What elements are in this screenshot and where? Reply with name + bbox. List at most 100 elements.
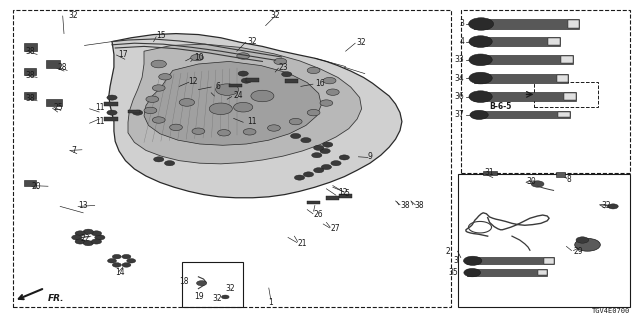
Text: 26: 26 [314,210,323,219]
Circle shape [326,89,339,95]
Text: 14: 14 [115,268,125,277]
Circle shape [95,235,105,240]
Text: 9: 9 [368,152,373,161]
Bar [474,111,570,118]
Text: 30: 30 [526,177,536,186]
Text: 2: 2 [445,247,450,256]
Circle shape [221,295,229,299]
Bar [46,60,60,68]
Circle shape [320,100,333,106]
Circle shape [470,110,488,119]
Text: 38: 38 [26,71,35,80]
Bar [474,37,560,46]
Text: 24: 24 [234,92,243,100]
Polygon shape [128,44,362,164]
Circle shape [303,172,314,177]
Text: 37: 37 [455,110,465,119]
Bar [544,258,554,264]
Circle shape [251,90,274,102]
Bar [548,38,560,45]
Bar [128,110,140,113]
Text: 11: 11 [95,117,104,126]
Text: 10: 10 [195,53,204,62]
Text: 34: 34 [455,74,465,83]
Text: 21: 21 [298,239,307,248]
Circle shape [331,161,341,166]
Text: 25: 25 [54,103,63,112]
Circle shape [243,129,256,135]
Text: 4: 4 [460,37,465,46]
Circle shape [159,74,172,80]
Circle shape [154,157,164,162]
Bar [474,55,573,64]
Circle shape [75,231,85,236]
Circle shape [146,96,159,102]
Bar [534,82,598,107]
Circle shape [469,72,492,84]
Circle shape [321,164,332,170]
Bar [24,92,36,99]
Polygon shape [144,61,321,145]
Circle shape [144,107,157,114]
Bar [46,99,62,106]
Bar [558,112,570,117]
Circle shape [234,102,253,112]
Circle shape [72,235,82,240]
Text: 3: 3 [460,20,465,28]
Bar [458,174,630,307]
Text: 38: 38 [26,94,35,103]
Circle shape [164,161,175,166]
Bar [24,68,36,75]
Circle shape [132,110,143,115]
Bar [13,10,451,307]
Text: 32: 32 [68,12,78,20]
Text: 22: 22 [81,234,90,243]
Text: 7: 7 [72,146,77,155]
Circle shape [314,145,324,150]
Bar [557,75,568,82]
Bar [104,102,118,106]
Circle shape [323,77,336,84]
Circle shape [152,85,165,91]
Text: FR.: FR. [48,294,65,303]
Text: 33: 33 [455,55,465,64]
Text: 23: 23 [278,63,288,72]
Circle shape [291,133,301,139]
Circle shape [83,241,93,246]
Bar [474,74,568,83]
Bar [538,270,547,275]
Text: 32: 32 [602,201,611,210]
Circle shape [320,148,330,154]
Bar [483,171,497,175]
Circle shape [152,117,165,123]
Circle shape [122,254,131,259]
Circle shape [289,118,302,125]
Bar [24,43,37,51]
Circle shape [314,168,324,173]
Text: 32: 32 [225,284,236,293]
Text: 5: 5 [344,189,349,198]
Circle shape [294,175,305,180]
Circle shape [192,128,205,134]
Text: 27: 27 [330,224,340,233]
Text: 12: 12 [338,188,348,197]
Circle shape [209,103,232,115]
Circle shape [307,109,320,116]
Text: 32: 32 [270,12,280,20]
Text: 19: 19 [194,292,204,301]
Bar [467,257,554,264]
Text: 32: 32 [356,38,367,47]
Text: 29: 29 [573,247,583,256]
Circle shape [339,155,349,160]
Bar [285,79,298,83]
Bar [229,84,242,87]
Circle shape [282,72,292,77]
Circle shape [468,18,493,30]
Text: 38: 38 [26,47,35,56]
Circle shape [83,229,93,234]
Circle shape [216,84,239,95]
Circle shape [218,130,230,136]
Bar [561,56,573,63]
Circle shape [469,54,492,66]
Bar [568,20,579,28]
